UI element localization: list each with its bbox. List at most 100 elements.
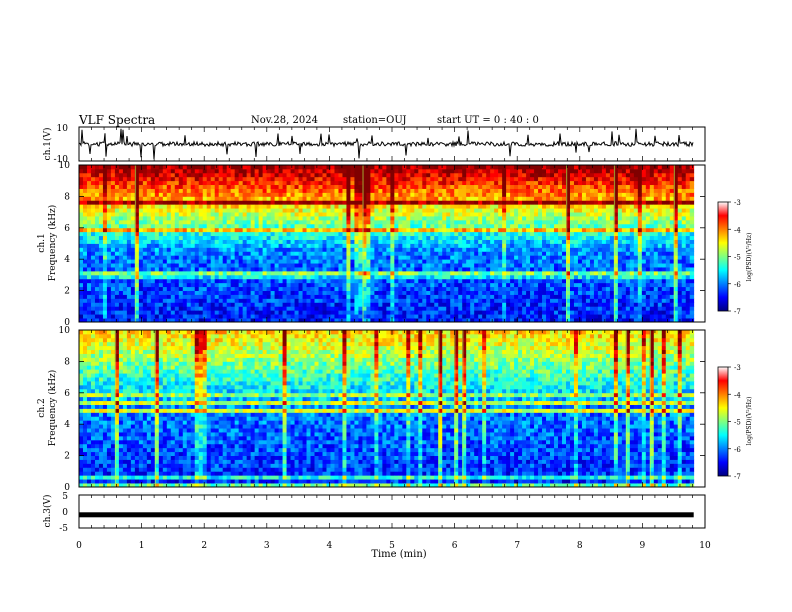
- spectrogram-cell: [302, 227, 307, 233]
- spectrogram-cell: [498, 227, 503, 233]
- spectrogram-cell: [110, 282, 116, 288]
- spectrogram-cell: [170, 219, 176, 225]
- spectrogram-cell: [106, 314, 112, 319]
- spectrogram-cell: [178, 278, 184, 284]
- spectrogram-cell: [410, 318, 415, 323]
- spectrogram-cell: [206, 231, 212, 237]
- spectrogram-cell: [250, 306, 256, 311]
- spectrogram-cell: [130, 259, 136, 264]
- spectrogram-cell: [454, 274, 459, 280]
- spectrogram-cell: [158, 196, 164, 201]
- spectrogram-cell: [330, 180, 335, 186]
- spectrogram-cell: [314, 227, 319, 233]
- spectrogram-cell: [366, 263, 371, 268]
- spectrogram-cell: [174, 176, 180, 182]
- spectrogram-cell: [398, 310, 403, 315]
- spectrogram-cell: [226, 267, 232, 272]
- spectrogram-cell: [258, 227, 264, 233]
- spectrogram-cell: [370, 294, 375, 299]
- spectrogram-cell: [378, 168, 383, 174]
- spectrogram-cell: [390, 165, 395, 170]
- spectrogram-cell: [526, 231, 531, 237]
- spectrogram-cell: [366, 302, 371, 307]
- spectrogram-cell: [254, 184, 260, 189]
- spectrogram-cell: [478, 282, 483, 288]
- spectrogram-cell: [478, 227, 483, 233]
- spectrogram-cell: [282, 282, 287, 288]
- spectrogram-cell: [530, 255, 535, 260]
- spectrogram-cell: [466, 200, 471, 205]
- spectrogram-cell: [182, 318, 188, 323]
- spectrogram-cell: [310, 243, 315, 248]
- spectrogram-cell: [146, 192, 152, 197]
- spectrogram-cell: [294, 263, 299, 268]
- spectrogram-cell: [338, 223, 343, 229]
- spectrogram-cell: [470, 176, 475, 182]
- spectrogram-cell: [102, 278, 108, 284]
- spectrogram-cell: [530, 168, 535, 174]
- spectrogram-cell: [550, 243, 555, 248]
- spectrogram-cell: [218, 314, 224, 319]
- spectrogram-cell: [530, 184, 535, 189]
- spectrogram-cell: [218, 243, 224, 248]
- spectrogram-cell: [330, 204, 335, 209]
- spectrogram-cell: [350, 216, 355, 221]
- spectrogram-cell: [346, 298, 351, 303]
- spectrogram-cell: [422, 306, 427, 311]
- spectrogram-cell: [486, 176, 491, 182]
- spectrogram-cell: [174, 184, 180, 189]
- spectrogram-cell: [506, 204, 511, 209]
- spectrogram-cell: [418, 306, 423, 311]
- spectrogram-cell: [470, 278, 475, 284]
- spectrogram-cell: [242, 216, 248, 221]
- spectrogram-cell: [462, 184, 467, 189]
- spectrogram-cell: [490, 176, 495, 182]
- spectrogram-cell: [194, 176, 200, 182]
- spectrogram-cell: [182, 282, 188, 288]
- spectrogram-cell: [302, 165, 307, 170]
- spectrogram-cell: [450, 263, 455, 268]
- spectrogram-cell: [162, 216, 168, 221]
- spectrogram-cell: [442, 263, 447, 268]
- spectrogram-cell: [498, 204, 503, 209]
- spectrogram-cell: [326, 235, 331, 240]
- spectrogram-cell: [362, 231, 367, 237]
- spectrogram-cell: [298, 204, 303, 209]
- spectrogram-cell: [526, 247, 531, 252]
- spectrogram-cell: [382, 180, 387, 186]
- spectrogram-cell: [446, 255, 451, 260]
- spectrogram-cell: [174, 208, 180, 213]
- spectrogram-cell: [446, 306, 451, 311]
- spectrogram-cell: [386, 302, 391, 307]
- spectrogram-cell: [382, 267, 387, 272]
- spectrogram-cell: [206, 216, 212, 221]
- spectrogram-cell: [318, 196, 323, 201]
- spectrogram-cell: [346, 235, 351, 240]
- spectrogram-cell: [166, 165, 172, 170]
- spectrogram-cell: [458, 306, 463, 311]
- spectrogram-cell: [194, 239, 200, 244]
- spectrogram-cell: [286, 235, 291, 240]
- spectrogram-cell: [170, 306, 176, 311]
- spectrogram-cell: [374, 180, 379, 186]
- spectrogram-cell: [358, 184, 363, 189]
- spectrogram-cell: [322, 247, 327, 252]
- spectrogram-cell: [286, 165, 291, 170]
- spectrogram-cell: [434, 263, 439, 268]
- spectrogram-cell: [154, 286, 160, 292]
- spectrogram-cell: [166, 251, 172, 256]
- spectrogram-cell: [158, 219, 164, 225]
- spectrogram-cell: [346, 212, 351, 217]
- spectrogram-cell: [134, 208, 140, 213]
- spectrogram-cell: [534, 196, 539, 201]
- spectrogram-cell: [146, 259, 152, 264]
- spectrogram-cell: [526, 267, 531, 272]
- spectrogram-cell: [326, 168, 331, 174]
- spectrogram-cell: [330, 318, 335, 323]
- spectrogram-cell: [442, 168, 447, 174]
- spectrogram-cell: [470, 168, 475, 174]
- spectrogram-cell: [346, 180, 351, 186]
- spectrogram-cell: [398, 231, 403, 237]
- spectrogram-cell: [474, 263, 479, 268]
